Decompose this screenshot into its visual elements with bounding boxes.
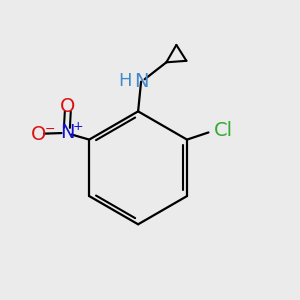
Text: O: O [60, 97, 76, 116]
Text: Cl: Cl [214, 121, 233, 140]
Text: H: H [118, 72, 131, 90]
Text: N: N [134, 72, 148, 91]
Text: +: + [73, 120, 83, 133]
Text: O: O [31, 125, 46, 144]
Text: −: − [45, 123, 55, 136]
Text: N: N [60, 123, 74, 142]
